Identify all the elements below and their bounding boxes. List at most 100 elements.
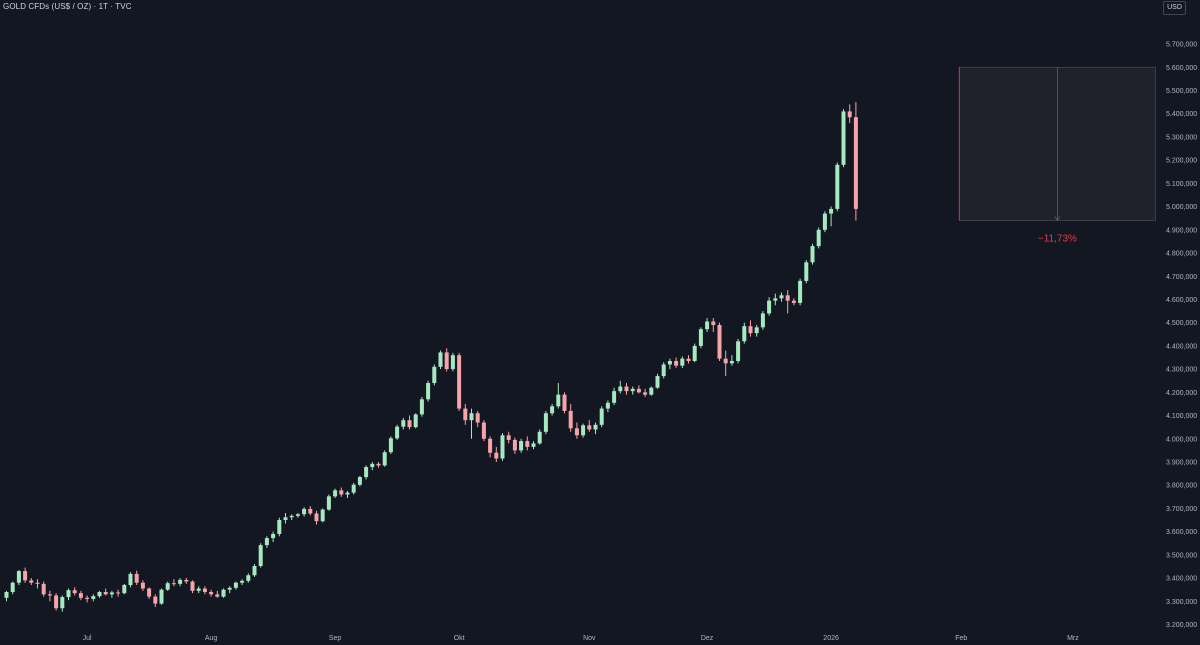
candle-body-up: [760, 313, 765, 328]
candle-body-down: [711, 321, 716, 326]
candle: [60, 595, 65, 612]
candle-body-down: [488, 438, 493, 453]
candle: [190, 580, 195, 594]
candle: [47, 590, 52, 602]
candle: [736, 338, 741, 364]
candle-body-up: [556, 394, 561, 407]
candle-body-up: [450, 355, 455, 370]
currency-button[interactable]: USD: [1163, 1, 1186, 15]
candle: [147, 587, 152, 599]
candle: [41, 581, 46, 597]
y-axis-tick-label: 5.400,000: [1166, 111, 1197, 118]
candle: [568, 403, 573, 432]
candle-body-up: [277, 520, 282, 534]
candle: [140, 580, 145, 591]
candle-body-down: [103, 591, 108, 595]
candle: [599, 406, 604, 428]
y-axis-tick-label: 3.200,000: [1166, 622, 1197, 629]
x-axis-tick-label: Nov: [583, 635, 596, 642]
candle-body-up: [618, 386, 623, 392]
candle-body-up: [233, 582, 238, 588]
candle: [531, 441, 536, 450]
candle: [54, 593, 59, 611]
candle-body-up: [289, 515, 294, 518]
y-axis-tick-label: 3.800,000: [1166, 483, 1197, 490]
candle-body-up: [835, 164, 840, 209]
candle: [680, 356, 685, 368]
candle: [816, 227, 821, 249]
candle-body-up: [246, 575, 251, 581]
candle-body-down: [475, 413, 480, 423]
candle: [153, 594, 158, 608]
candle-body-down: [308, 508, 313, 514]
y-axis-tick-label: 4.900,000: [1166, 227, 1197, 234]
candle-body-up: [804, 262, 809, 281]
candle: [66, 588, 71, 601]
candle-body-up: [822, 213, 827, 230]
candle-body-down: [494, 452, 499, 459]
candle-body-down: [574, 428, 579, 436]
candle-body-up: [66, 590, 71, 598]
candle-body-up: [326, 496, 331, 510]
candle-body-up: [395, 426, 400, 439]
candle-body-down: [29, 580, 34, 583]
candle: [587, 420, 592, 432]
candle-body-up: [655, 376, 660, 388]
y-axis-tick-label: 5.700,000: [1166, 42, 1197, 49]
candle-body-down: [785, 295, 790, 301]
candle: [822, 211, 827, 233]
candle-body-up: [519, 441, 524, 451]
candle: [227, 586, 232, 594]
candle: [364, 465, 369, 480]
candle-body-up: [128, 573, 133, 586]
candle: [419, 396, 424, 417]
candle: [438, 350, 443, 370]
candle-body-down: [506, 435, 511, 440]
candle-body-down: [171, 583, 176, 585]
candle: [618, 380, 623, 394]
candle: [810, 243, 815, 265]
x-axis-tick-label: 2026: [823, 635, 839, 642]
candle-body-down: [209, 591, 214, 595]
candle-body-down: [78, 593, 83, 598]
candle-body-up: [264, 538, 269, 546]
candle: [326, 494, 331, 511]
candle-body-down: [853, 117, 858, 209]
candle: [351, 482, 356, 495]
candle-body-up: [705, 321, 710, 330]
chart-title: GOLD CFDs (US$ / OZ) · 1T · TVC: [3, 2, 132, 11]
candle: [667, 358, 672, 370]
candle: [72, 587, 77, 596]
candle-body-down: [723, 358, 728, 364]
candle-body-down: [376, 463, 381, 466]
candle-body-up: [754, 327, 759, 334]
candle: [165, 581, 170, 591]
candle-body-down: [153, 596, 158, 604]
candle: [29, 578, 34, 586]
candle: [506, 431, 511, 444]
candle-body-up: [432, 366, 437, 384]
y-axis-tick-label: 4.600,000: [1166, 297, 1197, 304]
candle-body-up: [382, 452, 387, 466]
candle: [444, 348, 449, 372]
candle: [308, 506, 313, 516]
candle-body-up: [333, 490, 338, 497]
candle: [407, 415, 412, 430]
y-axis-tick-label: 3.900,000: [1166, 459, 1197, 466]
candle: [202, 586, 207, 595]
candle-body-up: [605, 402, 610, 409]
candle: [841, 109, 846, 168]
candle: [767, 297, 772, 316]
candle: [723, 350, 728, 377]
candle: [512, 437, 517, 454]
y-axis-tick-label: 5.100,000: [1166, 181, 1197, 188]
y-axis-tick-label: 4.300,000: [1166, 367, 1197, 374]
candle-body-up: [178, 579, 183, 584]
candle: [134, 570, 139, 586]
candle: [562, 392, 567, 414]
candle-body-up: [680, 358, 685, 366]
candle-body-down: [568, 410, 573, 429]
y-axis-tick-label: 4.400,000: [1166, 343, 1197, 350]
